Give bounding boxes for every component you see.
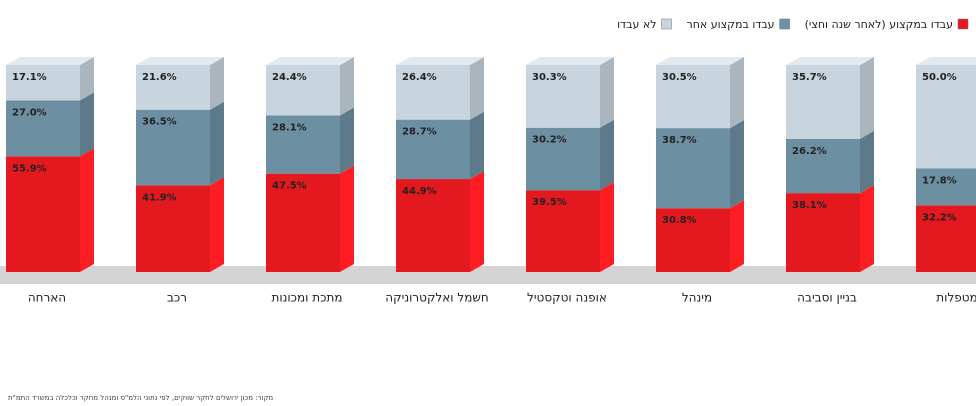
legend-label: עבדו במקצוע אחר (687, 18, 775, 31)
value-label: 17.8% (922, 176, 957, 187)
bar-top (656, 57, 744, 65)
bar-side (80, 148, 94, 272)
category-label: אופנה וטקסטיל (527, 291, 607, 305)
value-label: 28.1% (272, 123, 307, 134)
bar-side (470, 171, 484, 272)
value-label: 28.7% (402, 127, 437, 138)
bar-side (80, 92, 94, 156)
value-label: 26.2% (792, 146, 827, 157)
legend-label: לא עבדו (617, 18, 656, 31)
bar-side (860, 131, 874, 193)
bar-side (730, 200, 744, 272)
value-label: 44.9% (402, 186, 437, 197)
bar-top (6, 57, 94, 65)
bar-side (470, 112, 484, 179)
value-label: 24.4% (272, 72, 307, 83)
value-label: 35.7% (792, 72, 827, 83)
legend-swatch (958, 19, 968, 29)
bar-segment (916, 169, 976, 206)
category-label: מתכת ומכונות (271, 291, 342, 305)
category-label: רכב (167, 291, 187, 305)
page: מקור: מכון ירושלים לחקר שווקים, לפי נתונ… (0, 0, 976, 406)
value-label: 17.1% (12, 72, 47, 83)
value-label: 41.9% (142, 192, 177, 203)
bar-side (210, 177, 224, 272)
bar-top (136, 57, 224, 65)
legend-swatch (780, 19, 790, 29)
bar-top (786, 57, 874, 65)
value-label: 50.0% (922, 72, 957, 83)
bar-side (340, 166, 354, 272)
bar-side (860, 57, 874, 139)
bar-side (860, 185, 874, 272)
bar-top (266, 57, 354, 65)
category-label: הארחה (28, 291, 66, 305)
bar-side (600, 182, 614, 272)
value-label: 55.9% (12, 163, 47, 174)
value-label: 30.3% (532, 72, 567, 83)
category-label: מטפלות (936, 291, 976, 305)
value-label: 47.5% (272, 181, 307, 192)
bar-side (730, 120, 744, 208)
legend-label: עבדו במקצוע (לאחר שנה וחצי) (805, 18, 953, 31)
value-label: 36.5% (142, 117, 177, 128)
value-label: 27.0% (12, 107, 47, 118)
source-note: מקור: מכון ירושלים לחקר שווקים, לפי נתונ… (8, 394, 273, 402)
value-label: 39.5% (532, 197, 567, 208)
bar-side (730, 57, 744, 128)
value-label: 26.4% (402, 72, 437, 83)
bar-side (600, 120, 614, 191)
bar-top (396, 57, 484, 65)
bar-side (210, 57, 224, 110)
value-label: 30.2% (532, 135, 567, 146)
value-label: 38.7% (662, 135, 697, 146)
value-label: 38.1% (792, 200, 827, 211)
bar-side (470, 57, 484, 120)
bar-side (600, 57, 614, 128)
bar-side (340, 57, 354, 116)
value-label: 21.6% (142, 72, 177, 83)
value-label: 30.5% (662, 72, 697, 83)
bar-top (526, 57, 614, 65)
value-label: 32.2% (922, 212, 957, 223)
bar-top (916, 57, 976, 65)
category-label: מינהל (682, 291, 712, 305)
category-label: חשמל ואלקטרוניקה (385, 291, 488, 305)
bar-side (340, 108, 354, 174)
value-label: 30.8% (662, 215, 697, 226)
legend-swatch (662, 19, 672, 29)
category-label: בניין וסביבה (797, 291, 857, 305)
bar-side (210, 102, 224, 186)
chart: מקור: מכון ירושלים לחקר שווקים, לפי נתונ… (0, 0, 976, 406)
